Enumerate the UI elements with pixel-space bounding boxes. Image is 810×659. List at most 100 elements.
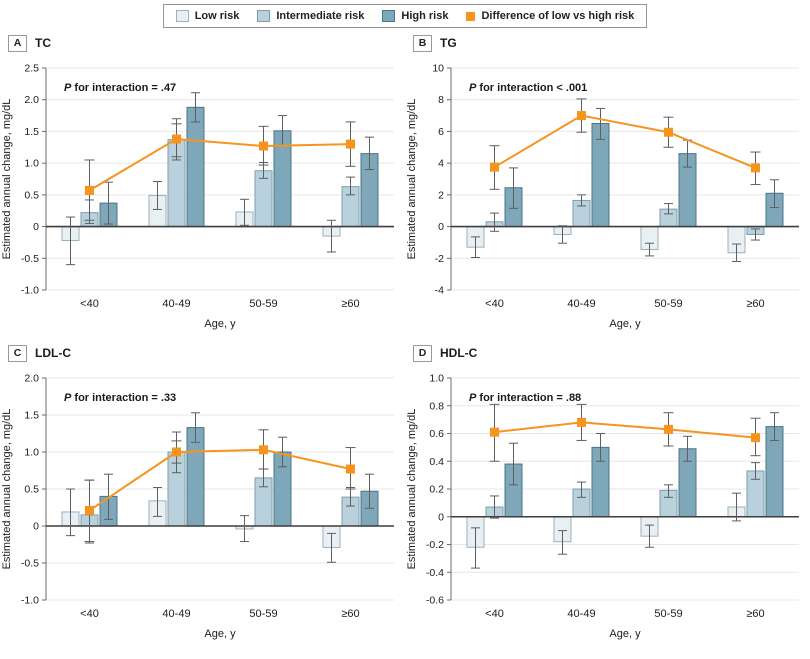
p-text: for interaction = .33 xyxy=(71,392,177,404)
panel-grid: A TC -1.0 -0.5 0 0.5 1.0 1.5 2.0 2.5 <40 40-49 50-… xyxy=(0,34,810,652)
legend-swatch-difference-marker xyxy=(466,11,476,21)
legend-box: Low risk Intermediate risk High risk Dif… xyxy=(162,4,648,28)
difference-marker xyxy=(85,185,94,195)
x-tick-label: <40 xyxy=(485,298,504,310)
p-symbol: P xyxy=(469,392,477,404)
y-tick-label: 2.0 xyxy=(24,94,39,106)
difference-marker xyxy=(346,464,355,474)
difference-marker xyxy=(172,447,181,457)
x-tick-label: ≥60 xyxy=(746,608,764,620)
p-symbol: P xyxy=(64,392,72,404)
x-axis-title: Age, y xyxy=(609,318,641,330)
p-annotation: P for interaction = .88 xyxy=(469,392,581,404)
p-annotation: P for interaction = .33 xyxy=(64,392,176,404)
y-tick-label: 0.5 xyxy=(24,189,39,201)
y-tick-label: 0.6 xyxy=(429,428,444,440)
bar-high-risk xyxy=(186,106,205,228)
y-tick-label: 0.8 xyxy=(429,400,444,412)
difference-marker xyxy=(259,141,268,151)
difference-marker xyxy=(490,427,499,437)
panel-header: C LDL-C xyxy=(0,344,405,362)
legend-label: Low risk xyxy=(194,10,240,22)
legend-swatch-low-risk xyxy=(175,10,189,22)
difference-marker xyxy=(85,505,94,515)
x-tick-label: 40-49 xyxy=(162,608,190,620)
y-tick-label: 1.0 xyxy=(24,158,39,170)
panel-b: B TG -4 -2 0 2 4 6 8 10 <40 40-49 50-59 ≥60 Age, y Es… xyxy=(405,34,810,342)
x-tick-label: <40 xyxy=(80,608,99,620)
x-axis-title: Age, y xyxy=(609,628,641,640)
panel-title: LDL-C xyxy=(35,346,71,360)
legend-swatch-high-risk xyxy=(382,10,396,22)
y-tick-label: 0.2 xyxy=(429,484,444,496)
y-tick-label: 1.5 xyxy=(24,410,39,422)
x-tick-label: 50-59 xyxy=(249,608,277,620)
y-tick-label: 1.0 xyxy=(429,373,444,385)
y-axis-title: Estimated annual change, mg/dL xyxy=(1,99,13,260)
p-symbol: P xyxy=(469,82,477,94)
y-axis-title: Estimated annual change, mg/dL xyxy=(1,409,13,570)
legend-swatch-intermediate-risk xyxy=(257,10,271,22)
y-tick-label: 1.5 xyxy=(24,126,39,138)
y-tick-label: -1.0 xyxy=(21,595,39,607)
y-tick-label: 0 xyxy=(438,511,444,523)
p-annotation: P for interaction = .47 xyxy=(64,82,176,94)
panel-a: A TC -1.0 -0.5 0 0.5 1.0 1.5 2.0 2.5 <40 40-49 50-… xyxy=(0,34,405,342)
x-tick-label: ≥60 xyxy=(341,298,359,310)
panel-letter: C xyxy=(8,344,27,362)
y-tick-label: 6 xyxy=(438,126,444,138)
p-annotation: P for interaction < .001 xyxy=(469,82,587,94)
y-tick-label: 1.0 xyxy=(24,447,39,459)
difference-marker xyxy=(346,139,355,149)
x-tick-label: 40-49 xyxy=(162,298,190,310)
panel-d: D HDL-C -0.6 -0.4 -0.2 0 0.2 0.4 0.6 0.8 1.0 <40 4… xyxy=(405,344,810,652)
y-tick-label: 2.5 xyxy=(24,63,39,75)
y-axis-title: Estimated annual change, mg/dL xyxy=(406,99,418,260)
x-tick-label: <40 xyxy=(80,298,99,310)
panel-title: TG xyxy=(440,36,457,50)
difference-marker xyxy=(577,417,586,427)
y-tick-label: 2.0 xyxy=(24,373,39,385)
y-tick-label: -0.6 xyxy=(426,595,444,607)
difference-marker xyxy=(664,127,673,137)
y-axis-title: Estimated annual change, mg/dL xyxy=(406,409,418,570)
x-tick-label: 50-59 xyxy=(654,298,682,310)
difference-line xyxy=(494,421,756,439)
legend-item-difference: Difference of low vs high risk xyxy=(466,10,634,22)
figure: Low risk Intermediate risk High risk Dif… xyxy=(0,4,810,652)
y-tick-label: 0 xyxy=(33,521,39,533)
y-tick-label: 0 xyxy=(33,221,39,233)
legend-label: Difference of low vs high risk xyxy=(481,10,635,22)
y-tick-label: 10 xyxy=(432,63,444,75)
legend-item-low-risk: Low risk xyxy=(175,10,240,22)
x-tick-label: ≥60 xyxy=(746,298,764,310)
difference-marker xyxy=(577,111,586,121)
legend-item-intermediate-risk: Intermediate risk xyxy=(257,10,364,22)
p-symbol: P xyxy=(64,82,72,94)
x-tick-label: ≥60 xyxy=(341,608,359,620)
panel-header: D HDL-C xyxy=(405,344,810,362)
legend-label: High risk xyxy=(401,10,449,22)
p-text: for interaction = .88 xyxy=(476,392,582,404)
p-text: for interaction = .47 xyxy=(71,82,177,94)
difference-line xyxy=(493,114,756,169)
difference-marker xyxy=(664,424,673,434)
x-tick-label: <40 xyxy=(485,608,504,620)
difference-line xyxy=(88,138,351,192)
x-tick-label: 50-59 xyxy=(654,608,682,620)
panel-chart-tc: -1.0 -0.5 0 0.5 1.0 1.5 2.0 2.5 <40 40-49 50-59 ≥60… xyxy=(1,63,394,330)
difference-line xyxy=(88,448,351,512)
difference-marker xyxy=(751,433,760,443)
panel-header: A TC xyxy=(0,34,405,52)
panel-letter: A xyxy=(8,34,27,52)
y-tick-label: -0.4 xyxy=(426,567,444,579)
panel-title: TC xyxy=(35,36,51,50)
x-tick-label: 40-49 xyxy=(567,608,595,620)
panel-c: C LDL-C -1.0 -0.5 0 0.5 1.0 1.5 2.0 <40 40-49 50-… xyxy=(0,344,405,652)
bar-intermediate-risk xyxy=(254,170,273,228)
y-tick-label: 8 xyxy=(438,94,444,106)
x-tick-label: 40-49 xyxy=(567,298,595,310)
y-tick-label: -0.5 xyxy=(21,253,39,265)
difference-marker xyxy=(751,163,760,173)
y-tick-label: -4 xyxy=(435,285,444,297)
